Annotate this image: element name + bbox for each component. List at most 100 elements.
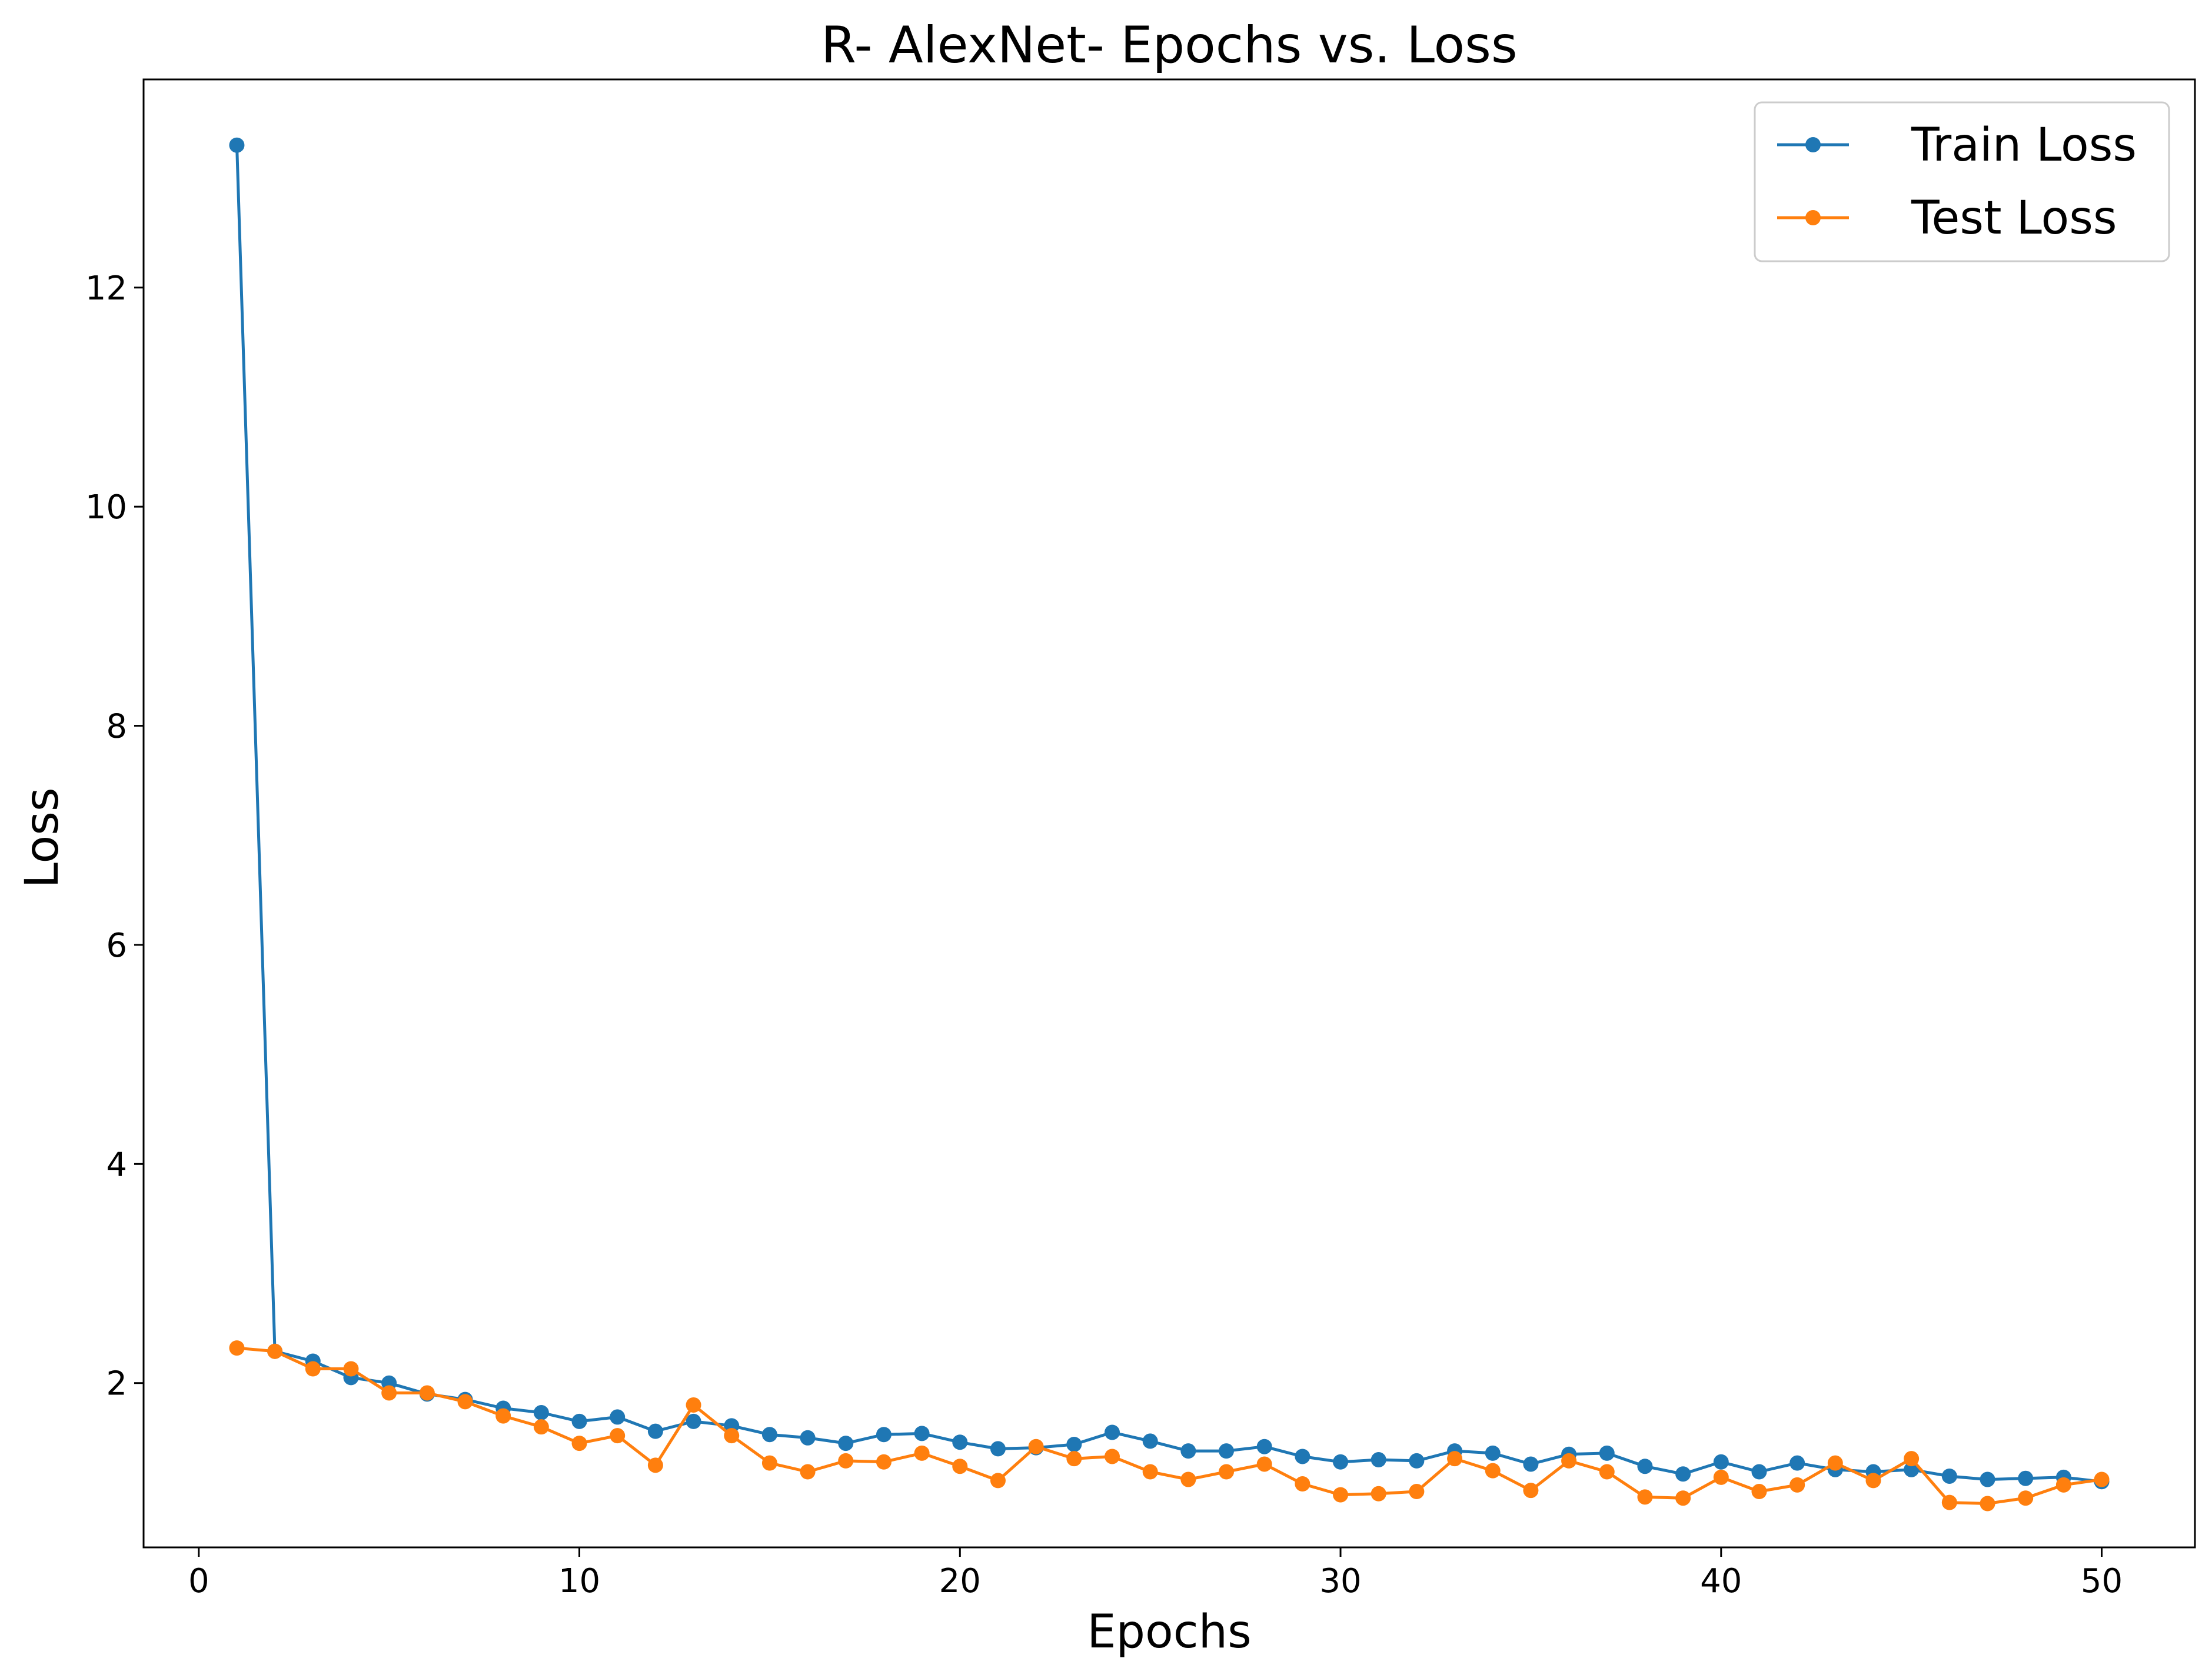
plot-frame [142,78,2196,1549]
data-point [1941,1494,1957,1510]
data-point [1104,1424,1120,1440]
data-point [1751,1484,1767,1500]
x-tick-label: 40 [1700,1562,1742,1600]
data-point [1904,1461,1920,1477]
data-point [229,137,245,153]
data-point [800,1430,816,1446]
data-point [952,1459,968,1474]
data-point [1066,1451,1082,1467]
data-point [419,1385,435,1401]
data-point [1980,1496,1995,1511]
data-point [2018,1490,2034,1506]
x-tick-label: 20 [939,1562,981,1600]
data-point [1295,1449,1310,1464]
series-test-loss [229,1340,2110,1511]
data-point [1256,1456,1272,1472]
data-point [533,1404,549,1420]
y-tick-label: 10 [85,488,127,527]
data-point [647,1457,663,1473]
data-point [1371,1486,1386,1501]
data-point [1333,1487,1349,1503]
data-point [571,1413,587,1429]
y-axis-label: Loss [16,787,69,888]
data-point [1104,1449,1120,1464]
data-point [1751,1464,1767,1480]
data-point [1219,1464,1235,1480]
data-point [2055,1477,2071,1493]
legend-marker [1805,137,1821,152]
data-point [495,1408,511,1424]
data-point [305,1361,321,1377]
data-point [1066,1436,1082,1452]
data-point [1409,1453,1425,1469]
data-point [1447,1451,1463,1467]
data-point [1142,1433,1158,1449]
data-point [876,1454,892,1470]
data-point [914,1426,930,1441]
data-point [610,1428,626,1444]
y-tick-label: 4 [106,1146,127,1184]
data-point [1219,1443,1235,1459]
data-point [1333,1454,1349,1470]
legend-marker [1805,210,1821,225]
legend: Train Loss Test Loss [1754,101,2170,262]
data-point [1637,1489,1653,1505]
axis-ticks: 0 10 20 30 40 50 2 4 6 8 10 12 [85,269,2123,1600]
data-point [800,1464,816,1480]
data-point [1028,1439,1044,1454]
data-point [381,1385,397,1401]
data-point [1713,1469,1729,1485]
x-tick-label: 0 [188,1562,209,1600]
data-point [1142,1464,1158,1480]
data-point [686,1397,701,1413]
data-point [761,1427,777,1443]
legend-label: Train Loss [1911,119,2137,172]
legend-box [1754,101,2170,262]
data-point [1295,1476,1310,1492]
data-point [914,1445,930,1461]
data-point [1256,1439,1272,1454]
data-point [838,1436,854,1451]
data-point [876,1427,892,1443]
data-point [2018,1470,2034,1486]
y-tick-label: 8 [106,708,127,746]
y-tick-label: 6 [106,927,127,965]
data-point [1980,1471,1995,1487]
x-axis-label: Epochs [1087,1606,1251,1659]
data-point [1180,1471,1196,1487]
data-point [1637,1459,1653,1474]
legend-label: Test Loss [1911,192,2117,245]
plot-area: 0 10 20 30 40 50 2 4 6 8 10 12 Train Loss Test Loss [85,78,2196,1600]
data-point [1827,1455,1843,1471]
data-point [647,1423,663,1439]
data-point [990,1473,1006,1489]
data-point [1409,1484,1425,1500]
x-tick-label: 50 [2081,1562,2123,1600]
data-point [838,1453,854,1469]
data-point [457,1394,473,1410]
data-point [1371,1452,1386,1468]
data-point [533,1419,549,1435]
chart-title: R- AlexNet- Epochs vs. Loss [821,16,1517,75]
data-point [1485,1445,1501,1461]
data-point [1789,1477,1805,1493]
data-point [1523,1483,1539,1499]
data-point [1561,1453,1577,1469]
y-tick-label: 2 [106,1365,127,1403]
data-point [1675,1466,1691,1482]
data-point [1523,1456,1539,1472]
data-point [990,1441,1006,1457]
data-point [724,1428,740,1444]
data-point [1941,1468,1957,1484]
data-point [229,1340,245,1356]
data-point [761,1455,777,1471]
data-point [2094,1471,2110,1487]
x-tick-label: 10 [558,1562,600,1600]
data-point [1599,1464,1615,1480]
data-point [1904,1451,1920,1467]
data-point [1599,1445,1615,1461]
data-point [952,1434,968,1450]
